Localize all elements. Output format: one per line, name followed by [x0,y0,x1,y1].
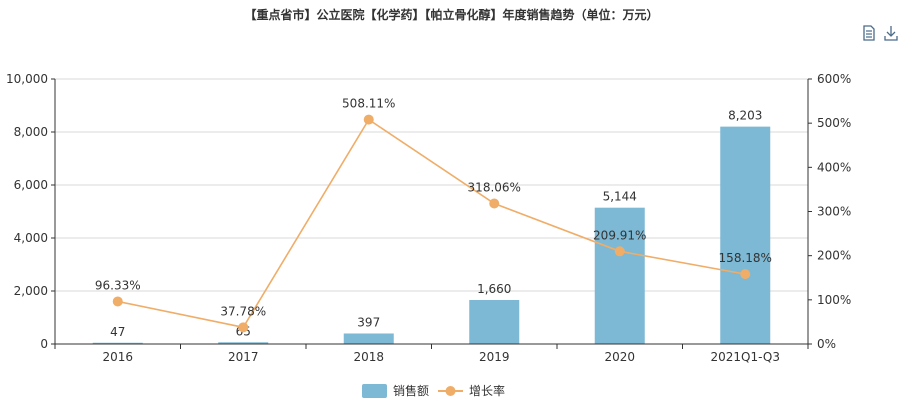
y-left-tick-label: 10,000 [6,72,48,86]
y-left-tick-label: 0 [40,337,48,351]
x-tick-label: 2021Q1-Q3 [711,350,780,364]
y-right-tick-label: 0% [817,337,836,351]
x-tick-label: 2020 [604,350,635,364]
growth-point [363,114,374,125]
x-tick-label: 2017 [228,350,259,364]
legend-swatch-growth-dot [445,386,456,396]
bar-value-label: 5,144 [603,190,637,204]
y-left-tick-label: 8,000 [14,125,48,139]
y-left-tick-label: 6,000 [14,178,48,192]
download-icon[interactable] [882,24,900,42]
bar-value-label: 397 [357,315,380,329]
y-right-tick-label: 100% [817,293,851,307]
growth-value-label: 37.78% [220,304,266,318]
bar [469,300,520,344]
y-right-tick-label: 300% [817,205,851,219]
y-right-tick-label: 600% [817,72,851,86]
growth-value-label: 318.06% [468,181,521,195]
chart-title: 【重点省市】公立医院【化学药】【帕立骨化醇】年度销售趋势（单位：万元） [244,8,659,22]
growth-point [740,269,751,280]
y-right-tick-label: 400% [817,160,851,174]
growth-value-label: 508.11% [342,97,395,111]
x-tick-label: 2018 [353,350,384,364]
bar [218,342,269,344]
bar-value-label: 1,660 [477,282,511,296]
growth-point [112,296,123,307]
legend-label-sales: 销售额 [393,383,429,398]
y-right-tick-label: 500% [817,116,851,130]
data-view-icon[interactable] [860,24,878,42]
bar [343,333,394,344]
y-right-tick-label: 200% [817,249,851,263]
y-left-tick-label: 2,000 [14,284,48,298]
growth-point [489,198,500,209]
y-left-tick-label: 4,000 [14,231,48,245]
x-tick-label: 2016 [102,350,133,364]
bar [92,342,143,344]
bar-value-label: 47 [110,325,125,339]
growth-line [117,118,746,329]
bar-value-label: 8,203 [728,109,762,123]
legend-label-growth: 增长率 [469,383,505,398]
legend-swatch-sales [362,384,387,398]
growth-value-label: 209.91% [593,228,646,242]
growth-value-label: 96.33% [95,278,141,292]
growth-value-label: 158.18% [719,251,772,265]
growth-point [238,322,249,333]
x-tick-label: 2019 [479,350,510,364]
bar [720,126,771,344]
growth-point [614,246,625,257]
bar [594,207,645,344]
